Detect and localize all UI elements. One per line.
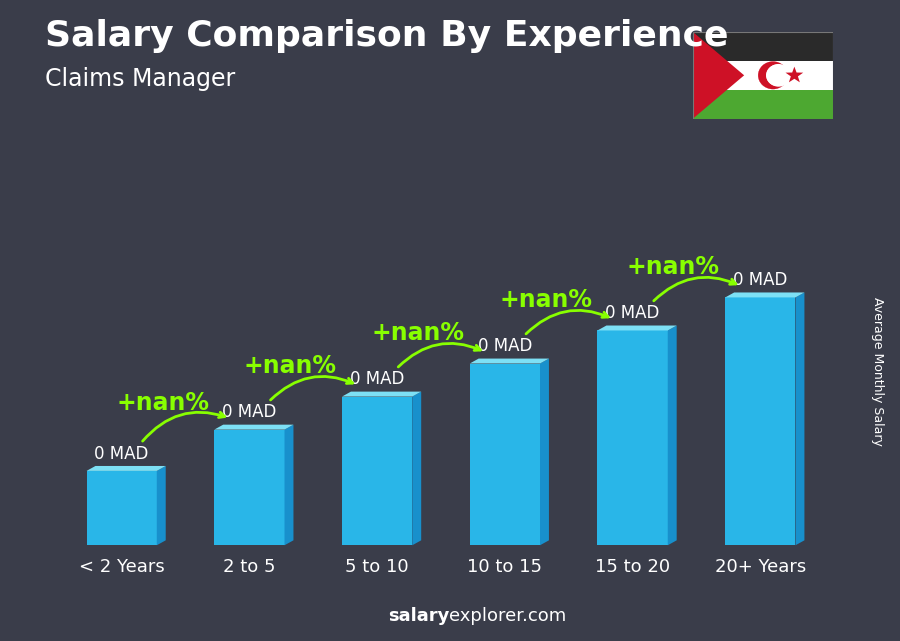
Text: 20+ Years: 20+ Years <box>715 558 806 576</box>
Text: 0 MAD: 0 MAD <box>478 337 532 355</box>
Polygon shape <box>598 331 668 545</box>
Circle shape <box>767 64 791 87</box>
Polygon shape <box>470 363 540 545</box>
Text: 0 MAD: 0 MAD <box>222 403 276 421</box>
Polygon shape <box>470 358 549 363</box>
Polygon shape <box>157 466 166 545</box>
Text: 2 to 5: 2 to 5 <box>223 558 275 576</box>
Text: < 2 Years: < 2 Years <box>79 558 165 576</box>
Circle shape <box>758 62 788 89</box>
Text: +nan%: +nan% <box>627 255 720 279</box>
Polygon shape <box>540 358 549 545</box>
Text: 5 to 10: 5 to 10 <box>346 558 409 576</box>
Polygon shape <box>342 392 421 397</box>
Polygon shape <box>668 326 677 545</box>
Polygon shape <box>86 471 157 545</box>
Polygon shape <box>284 424 293 545</box>
Polygon shape <box>214 424 293 429</box>
Text: 10 to 15: 10 to 15 <box>467 558 543 576</box>
Circle shape <box>766 65 789 86</box>
Text: +nan%: +nan% <box>500 288 592 312</box>
Bar <box>693 90 832 119</box>
Text: 0 MAD: 0 MAD <box>734 271 788 289</box>
Text: Average Monthly Salary: Average Monthly Salary <box>871 297 884 446</box>
Polygon shape <box>412 392 421 545</box>
Text: +nan%: +nan% <box>244 354 337 378</box>
Circle shape <box>758 62 788 89</box>
Polygon shape <box>796 292 805 545</box>
Text: 0 MAD: 0 MAD <box>94 445 148 463</box>
Polygon shape <box>342 397 412 545</box>
Polygon shape <box>725 297 796 545</box>
Text: 15 to 20: 15 to 20 <box>595 558 670 576</box>
Polygon shape <box>725 292 805 297</box>
Polygon shape <box>86 466 166 471</box>
Polygon shape <box>598 326 677 331</box>
Circle shape <box>758 62 788 89</box>
Text: salary: salary <box>388 607 449 625</box>
Bar <box>693 61 832 90</box>
Text: explorer.com: explorer.com <box>449 607 566 625</box>
Polygon shape <box>693 32 744 119</box>
Polygon shape <box>786 67 803 82</box>
Text: +nan%: +nan% <box>372 321 464 345</box>
Text: 0 MAD: 0 MAD <box>606 304 660 322</box>
Polygon shape <box>214 429 284 545</box>
Text: +nan%: +nan% <box>116 391 209 415</box>
Text: Salary Comparison By Experience: Salary Comparison By Experience <box>45 19 728 53</box>
Bar <box>693 32 832 61</box>
Text: 0 MAD: 0 MAD <box>350 370 404 388</box>
Text: Claims Manager: Claims Manager <box>45 67 235 91</box>
